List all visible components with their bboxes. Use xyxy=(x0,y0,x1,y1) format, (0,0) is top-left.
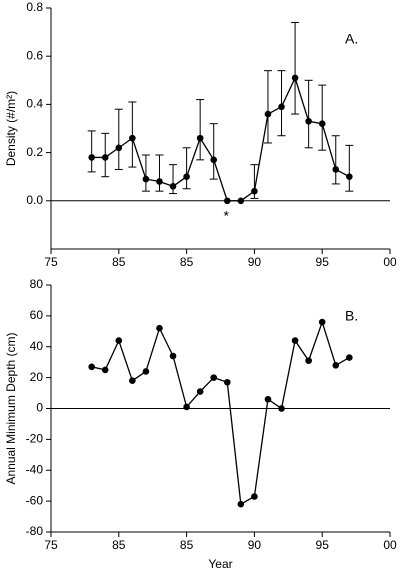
x-tick-label: 90 xyxy=(248,255,262,269)
data-point xyxy=(237,500,245,508)
data-point xyxy=(305,357,312,364)
x-axis-label: Year xyxy=(208,557,232,571)
y-tick-label: 0.2 xyxy=(26,145,43,159)
data-point xyxy=(318,120,326,127)
data-point xyxy=(223,197,231,205)
data-point xyxy=(88,363,95,371)
x-tick-label: 75 xyxy=(44,255,58,269)
y-tick-label: 60 xyxy=(30,308,44,322)
panel-label: A. xyxy=(345,31,358,47)
y-tick-label: -20 xyxy=(26,432,44,446)
data-point xyxy=(251,493,258,500)
y-tick-label: -60 xyxy=(26,493,44,507)
y-tick-label: 80 xyxy=(30,277,44,291)
x-tick-label: 00 xyxy=(383,538,397,552)
y-tick-label: 0.8 xyxy=(26,0,43,14)
data-point xyxy=(318,318,326,326)
y-tick-label: 0 xyxy=(36,401,43,415)
data-point xyxy=(264,395,272,403)
data-point xyxy=(305,117,312,125)
x-tick-label: 85 xyxy=(180,255,194,269)
y-tick-label: 20 xyxy=(30,370,44,384)
data-point xyxy=(129,377,136,385)
y-axis-label: Annual Minimum Depth (cm) xyxy=(4,332,18,484)
series-line xyxy=(91,319,350,506)
data-point xyxy=(291,74,299,82)
data-point xyxy=(101,366,109,374)
data-point xyxy=(210,156,218,164)
data-point xyxy=(101,154,109,161)
x-tick-label: 85 xyxy=(112,538,126,552)
data-point xyxy=(169,183,177,190)
data-point xyxy=(169,352,177,360)
x-tick-label: 75 xyxy=(44,538,58,552)
x-tick-label: 85 xyxy=(112,255,126,269)
data-point xyxy=(129,134,136,142)
x-tick-label: 00 xyxy=(383,255,397,269)
y-tick-label: -80 xyxy=(26,524,44,538)
y-tick-label: 40 xyxy=(30,339,44,353)
y-axis-label: Density (#/m²) xyxy=(4,91,18,166)
data-point xyxy=(142,175,150,183)
y-tick-label: 0.6 xyxy=(26,48,43,62)
x-tick-label: 85 xyxy=(180,538,194,552)
y-tick-label: 0.0 xyxy=(26,193,43,207)
data-point xyxy=(156,178,163,185)
data-point xyxy=(291,337,299,344)
x-tick-label: 95 xyxy=(316,255,330,269)
data-point xyxy=(210,374,218,381)
x-tick-label: 95 xyxy=(316,538,330,552)
data-point xyxy=(183,173,190,180)
data-point xyxy=(278,103,285,111)
annotation: * xyxy=(224,208,230,224)
data-point xyxy=(156,324,163,332)
data-point xyxy=(142,368,150,375)
data-point xyxy=(251,187,258,195)
data-point xyxy=(196,388,204,395)
data-point xyxy=(223,378,231,386)
data-point xyxy=(346,354,353,361)
data-point xyxy=(196,134,204,142)
data-point xyxy=(278,405,285,412)
data-point xyxy=(115,144,123,152)
data-point xyxy=(332,166,340,173)
y-tick-label: 0.4 xyxy=(26,97,43,111)
panel-label: B. xyxy=(345,308,358,324)
series-line xyxy=(91,76,350,202)
data-point xyxy=(346,173,353,180)
y-tick-label: -40 xyxy=(26,462,44,476)
data-point xyxy=(88,154,95,161)
data-point xyxy=(183,403,190,411)
data-point xyxy=(115,337,123,344)
data-point xyxy=(264,110,272,118)
data-point xyxy=(332,361,340,369)
data-point xyxy=(237,197,245,205)
x-tick-label: 90 xyxy=(248,538,262,552)
